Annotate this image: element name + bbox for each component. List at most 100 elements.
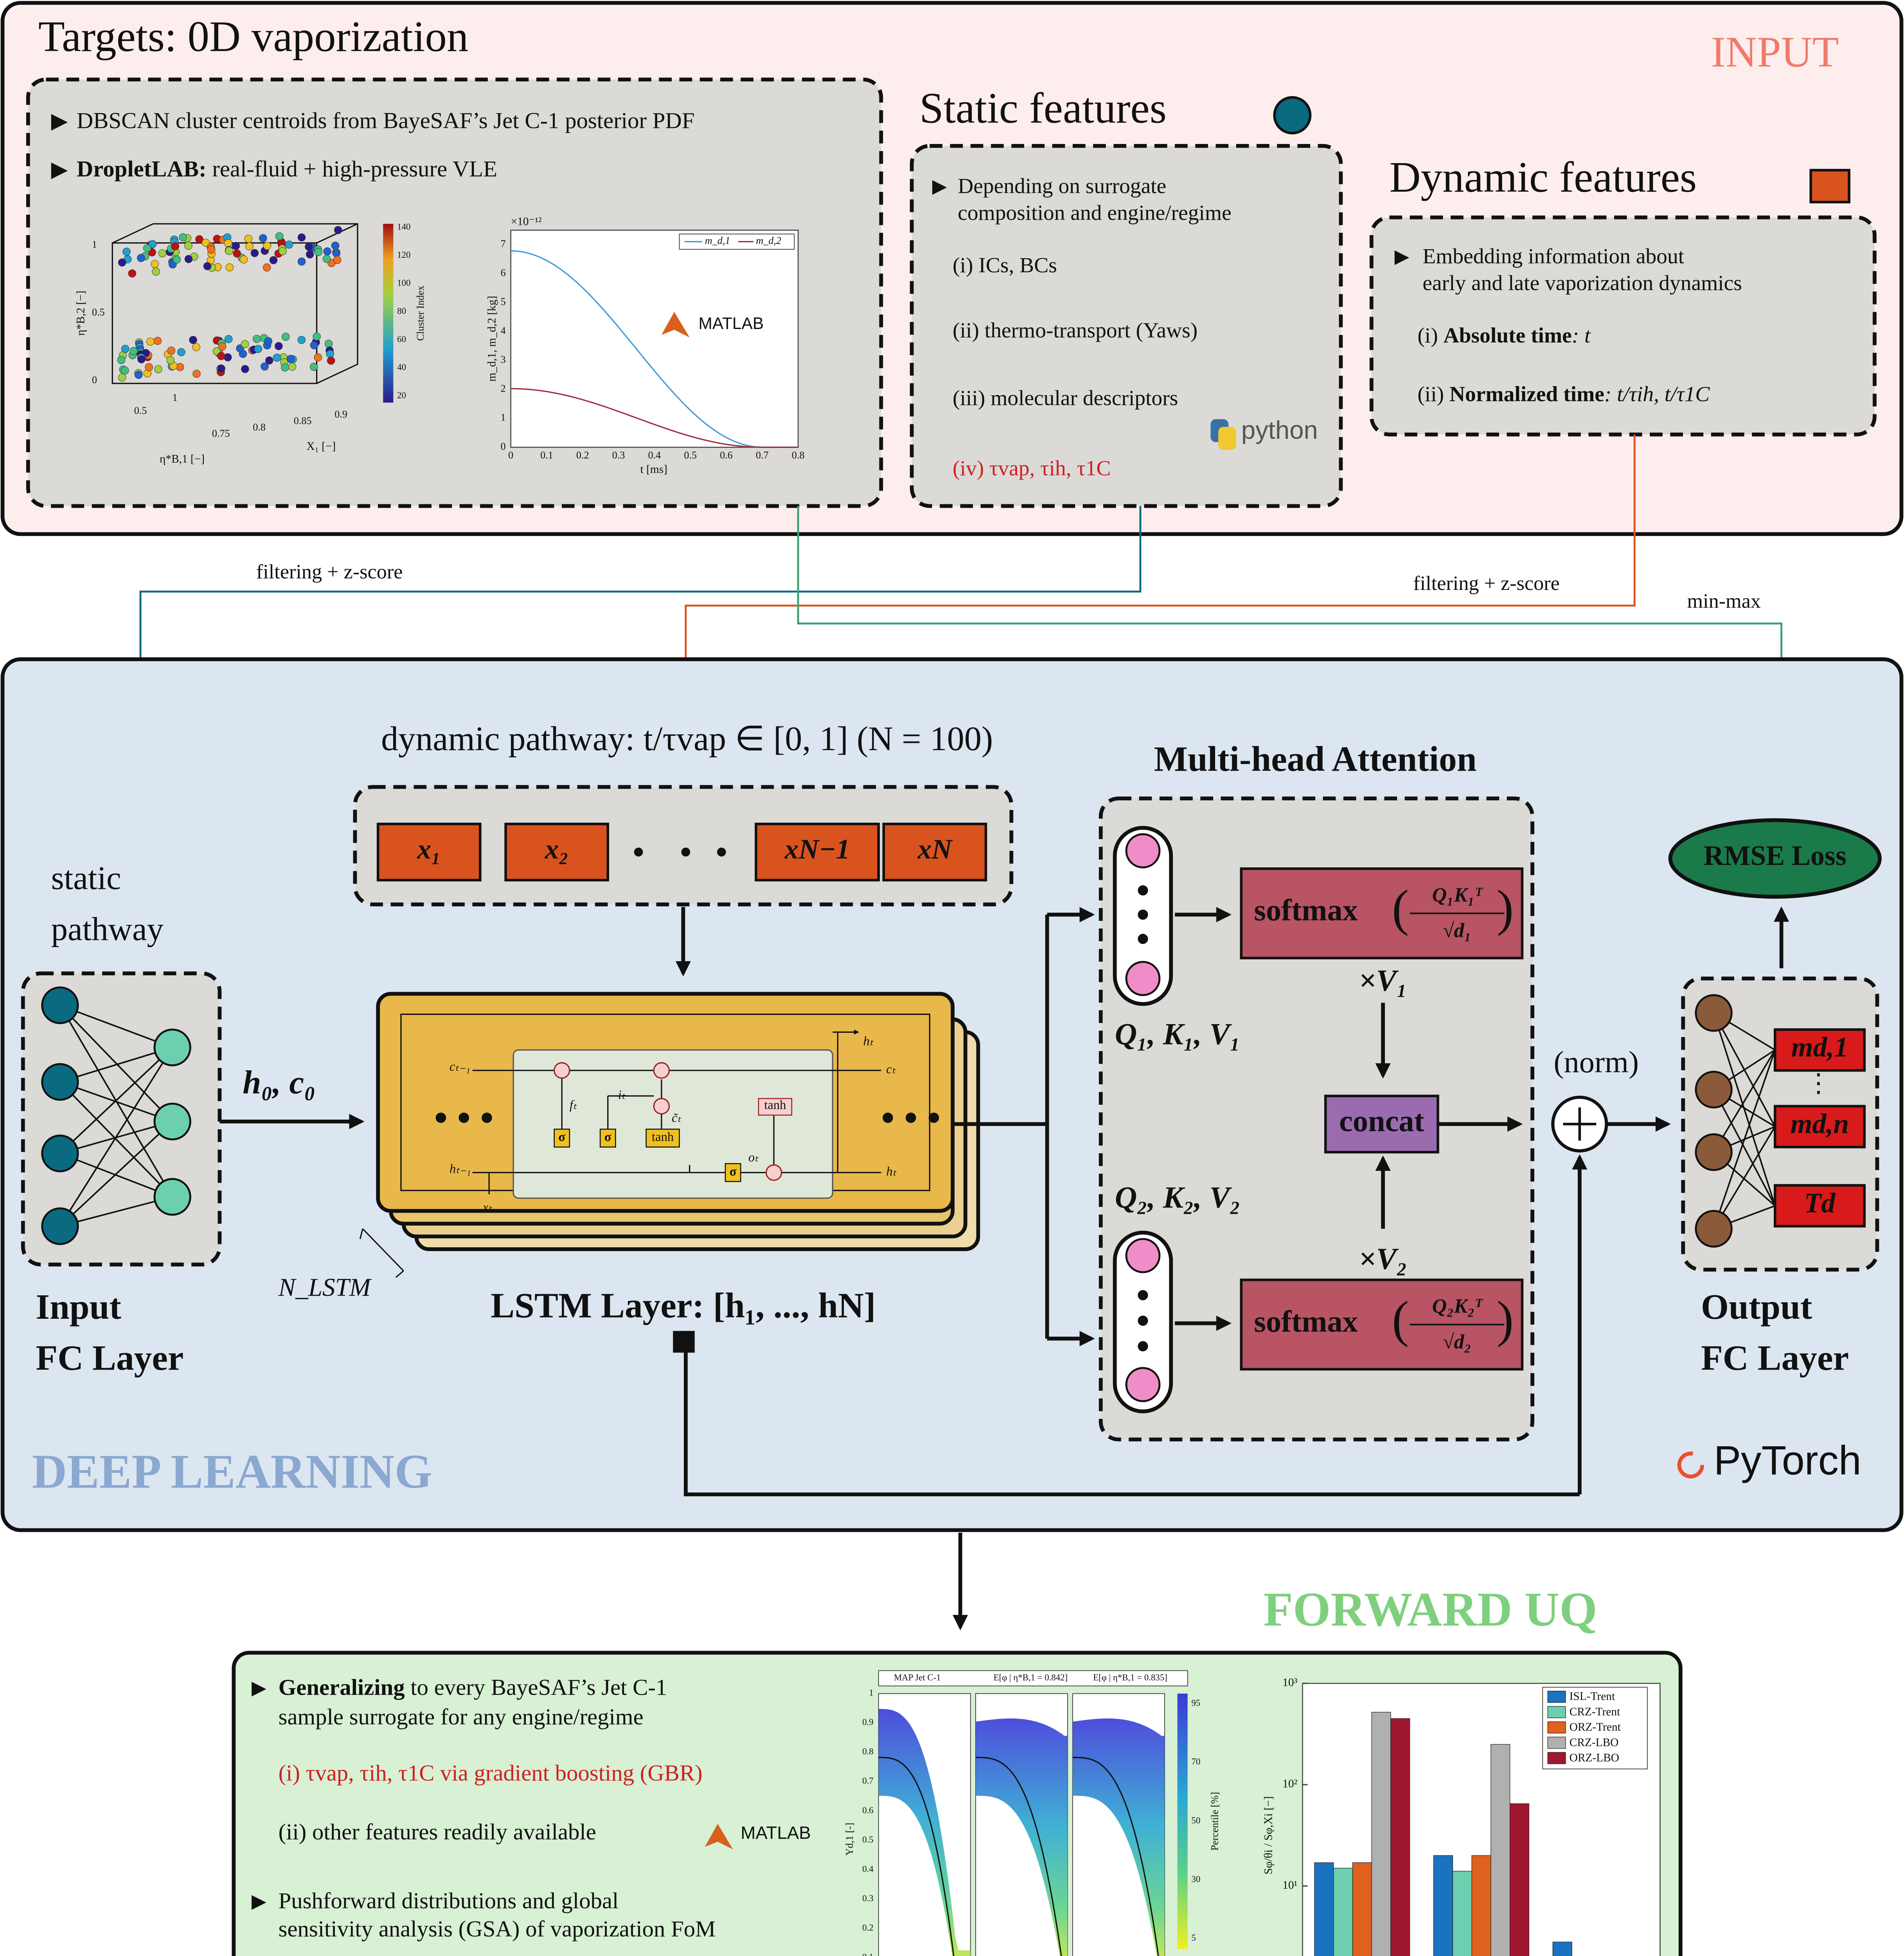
scatter-dot: [225, 246, 234, 255]
label: MATLAB: [699, 314, 764, 333]
label: fₜ: [570, 1098, 577, 1112]
label: ): [1497, 880, 1514, 937]
label: 60: [397, 334, 406, 344]
label: 0.2: [576, 449, 589, 461]
bar: [1371, 1712, 1391, 1956]
scatter-dot: [153, 336, 162, 345]
neuron: [153, 1102, 191, 1140]
label: md,n: [1791, 1108, 1849, 1139]
label: (ii) thermo-transport (Yaws): [953, 318, 1197, 342]
label: ▶: [51, 158, 68, 182]
label: 0.1: [540, 449, 553, 461]
box: [758, 1098, 793, 1116]
label: Q₂K₂ᵀ: [1432, 1294, 1483, 1317]
scatter-dot: [264, 337, 273, 345]
bar: [1390, 1718, 1410, 1956]
label: (: [1392, 1291, 1409, 1348]
neuron: [153, 1178, 191, 1216]
scatter-dot: [265, 356, 273, 365]
scatter-dot: [326, 350, 334, 358]
scatter-dot: [137, 355, 146, 363]
label: MATLAB: [741, 1823, 811, 1843]
neuron: [1695, 1133, 1733, 1171]
label: 0: [508, 449, 513, 461]
label: m_d,2: [756, 235, 781, 246]
bar: [1452, 1871, 1472, 1956]
neuron: [1695, 1071, 1733, 1109]
label: x₂: [545, 834, 569, 865]
scatter-dot: [281, 363, 289, 372]
label: python: [1241, 415, 1318, 444]
label: (norm): [1554, 1045, 1639, 1079]
scatter-dot: [158, 249, 167, 257]
scatter-dot: [241, 365, 249, 373]
box: [1369, 215, 1877, 437]
scatter-dot: [189, 336, 197, 344]
scatter-dot: [232, 242, 240, 250]
scatter-dot: [203, 262, 212, 270]
label: real-fluid + high-pressure VLE: [212, 156, 497, 182]
label: Output: [1701, 1287, 1812, 1327]
label: softmax: [1254, 893, 1357, 927]
label: Td: [1804, 1187, 1836, 1219]
label: X₁ [−]: [306, 440, 336, 453]
curve: [511, 250, 798, 448]
label: ⋮: [1806, 1069, 1831, 1097]
scatter-dot: [146, 337, 155, 346]
label: : t: [1572, 324, 1591, 347]
median: [1072, 1756, 1159, 1956]
edge: [59, 1046, 173, 1083]
legend-swatch: [1547, 1706, 1566, 1718]
label: Multi-head Attention: [1154, 739, 1477, 779]
label: 0.8: [792, 449, 805, 461]
scatter-dot: [184, 255, 193, 263]
label: 0.3: [862, 1893, 874, 1903]
box: [599, 1129, 616, 1148]
scatter-dot: [306, 250, 314, 259]
neuron: [1695, 1210, 1733, 1248]
label: Input: [36, 1287, 121, 1327]
label: 2: [501, 383, 506, 394]
shape: [705, 1824, 733, 1850]
node: [765, 1164, 782, 1181]
band: [878, 1709, 971, 1956]
box: [504, 823, 609, 882]
node: [554, 1062, 570, 1079]
box: [512, 1049, 833, 1199]
label: Static features: [919, 84, 1167, 133]
band: [975, 1718, 1068, 1956]
scatter-dot: [129, 347, 138, 355]
line-plot: 0 0.1 0.2 0.3 0.4 0.5 0.6 0.7 0.8 0 1 2 3 4 5 6 7: [501, 230, 805, 461]
label: ×V₂: [1359, 1242, 1407, 1276]
scatter-dot: [262, 263, 271, 272]
label: Normalized time: [1449, 382, 1604, 406]
label: CRZ-LBO: [1570, 1736, 1619, 1749]
label: hₜ: [863, 1034, 874, 1048]
title: Targets: 0D vaporization: [38, 13, 469, 61]
label: 1: [869, 1688, 873, 1697]
shape: [661, 312, 690, 338]
scatter-dot: [314, 353, 322, 361]
label: 140: [397, 222, 410, 232]
scatter-dot: [310, 341, 318, 349]
input-network: [41, 986, 191, 1245]
edge: [59, 1047, 173, 1227]
label: 30: [1192, 1874, 1201, 1884]
label: tanh: [652, 1130, 674, 1144]
label: 0.85: [294, 415, 312, 426]
label: 0: [92, 374, 97, 386]
scatter-dot: [223, 353, 232, 361]
label: 80: [397, 306, 406, 316]
bar: [1314, 1862, 1334, 1956]
label: (ii): [1417, 382, 1444, 406]
scatter-dot: [195, 235, 203, 243]
label: cₜ: [886, 1062, 896, 1077]
label: PyTorch: [1714, 1438, 1861, 1483]
box: [755, 823, 880, 882]
label: FC Layer: [36, 1338, 183, 1377]
box: [554, 1129, 570, 1148]
label: 0.5: [134, 405, 147, 416]
box: [1218, 427, 1236, 450]
scatter-dot: [137, 254, 145, 262]
